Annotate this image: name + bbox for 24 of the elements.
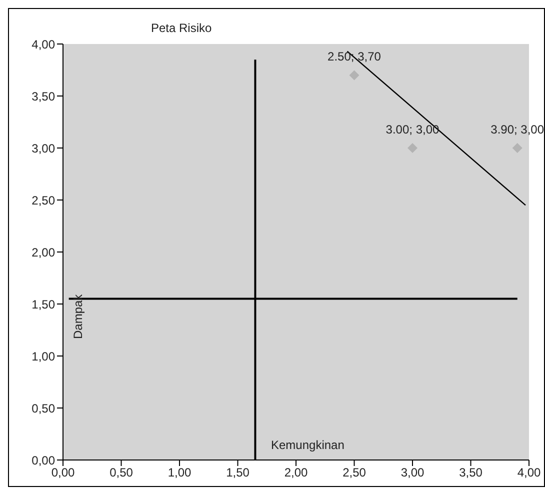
x-axis-title: Kemungkinan [271, 438, 344, 452]
y-tick-label: 1,00 [32, 349, 56, 364]
y-tick-label: 1,50 [32, 297, 56, 312]
y-axis-title: Dampak [71, 294, 85, 339]
x-tick-label: 3,00 [400, 466, 424, 480]
y-tick-label: 4,00 [32, 37, 56, 52]
y-tick-label: 3,50 [32, 89, 56, 104]
x-tick-label: 0,00 [51, 466, 75, 480]
x-tick-label: 2,00 [284, 466, 308, 480]
x-tick-label: 3,50 [459, 466, 483, 480]
x-tick-label: 0,50 [110, 466, 134, 480]
data-label: 3.90; 3,00 [490, 122, 544, 136]
data-label: 2.50; 3,70 [328, 50, 382, 64]
x-tick-label: 1,50 [226, 466, 250, 480]
y-tick-label: 0,50 [32, 401, 56, 416]
chart-title: Peta Risiko [151, 21, 212, 35]
y-tick-label: 2,50 [32, 193, 56, 208]
y-tick-label: 2,00 [32, 245, 56, 260]
x-tick-label: 4,00 [517, 466, 541, 480]
y-tick-label: 0,00 [32, 453, 56, 468]
x-tick-label: 2,50 [342, 466, 366, 480]
y-tick-label: 3,00 [32, 141, 56, 156]
data-label: 3.00; 3,00 [386, 122, 440, 136]
x-tick-label: 1,00 [168, 466, 192, 480]
